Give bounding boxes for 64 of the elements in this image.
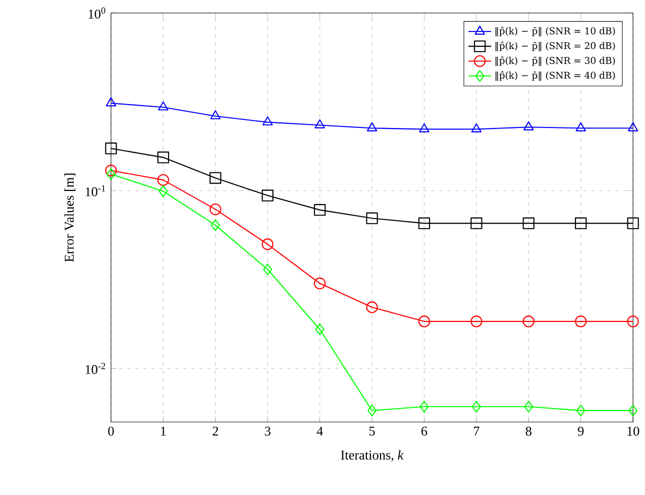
point (470, 217, 482, 230)
point (210, 110, 221, 120)
x-tick-label: 10 (628, 426, 640, 436)
x-tick-label: 7 (474, 426, 480, 436)
point (262, 238, 274, 250)
point (627, 316, 639, 328)
x-tick-label: 1 (161, 426, 166, 436)
point (524, 400, 534, 413)
point (314, 204, 326, 216)
point (105, 164, 117, 176)
point (471, 123, 482, 132)
point (262, 190, 274, 202)
point (210, 203, 222, 216)
point (157, 152, 170, 164)
x-tick-label: 2 (212, 426, 218, 436)
point (314, 119, 325, 128)
point (420, 400, 429, 413)
point (315, 324, 324, 336)
point (628, 404, 638, 416)
point (470, 316, 482, 328)
x-axis-title: Iterations, k (340, 450, 404, 462)
point (210, 172, 222, 184)
point (574, 217, 587, 230)
x-tick-label: 8 (526, 426, 532, 436)
point (366, 301, 378, 314)
y-tick-label: 10$^{-1}$ (86, 185, 106, 196)
point (418, 316, 430, 328)
point (210, 219, 220, 232)
point (522, 316, 534, 328)
x-tick-label: 0 (108, 426, 114, 436)
point (574, 316, 587, 328)
y-axis-title: Error Values [m] (64, 174, 76, 262)
point (628, 122, 638, 132)
point (419, 123, 430, 132)
point (366, 212, 378, 224)
point (576, 122, 586, 132)
point (106, 168, 116, 180)
point (106, 97, 116, 106)
legend-label: ‖p̂(k) − p̄‖ (SNR = 20 dB) (496, 42, 615, 52)
point (158, 185, 168, 198)
point (367, 404, 377, 416)
x-tick-label: 5 (369, 426, 375, 436)
point (158, 101, 168, 110)
legend-label: ‖p̂(k) − p̄‖ (SNR = 30 dB) (496, 56, 615, 66)
point (366, 122, 378, 132)
legend-label: ‖p̂(k) − p̄‖ (SNR = 10 dB) (496, 26, 615, 36)
point (472, 400, 481, 413)
point (576, 404, 586, 416)
point (263, 264, 272, 276)
point (627, 217, 639, 230)
point (523, 121, 534, 130)
y-tick-label: 10$^{0}$ (88, 7, 106, 19)
legend-label: ‖p̂(k) − p̄‖ (SNR = 40 dB) (496, 71, 615, 81)
point (157, 174, 170, 186)
x-tick-label: 9 (578, 426, 584, 436)
x-tick-label: 3 (264, 426, 270, 436)
point (522, 217, 534, 230)
y-tick-label: 10$^{-2}$ (86, 362, 106, 374)
x-tick-label: 6 (421, 426, 428, 436)
point (262, 116, 273, 126)
point (418, 217, 430, 230)
point (314, 278, 326, 290)
x-tick-label: 4 (316, 426, 323, 436)
point (105, 142, 117, 154)
